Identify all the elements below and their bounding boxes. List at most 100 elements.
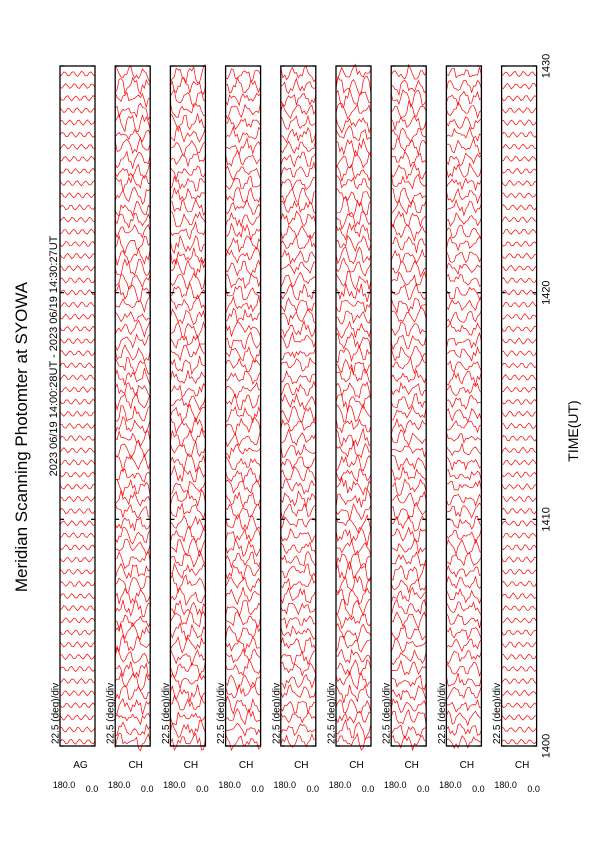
trace-line <box>59 592 96 599</box>
trace-line <box>446 162 482 179</box>
trace-line <box>501 689 537 697</box>
trace-line <box>280 528 317 544</box>
channel-label: CH <box>239 760 253 771</box>
trace-line <box>59 313 96 320</box>
trace-line <box>115 550 151 570</box>
trace-line <box>280 65 317 83</box>
trace-line <box>114 562 151 580</box>
trace-line <box>59 398 96 405</box>
y-tick-label: 180.0 <box>108 780 131 790</box>
trace-line <box>59 726 96 733</box>
trace-line <box>446 686 482 701</box>
channel-label: CH <box>460 760 474 771</box>
y-tick-label: 180.0 <box>274 780 297 790</box>
trace-line <box>335 427 372 448</box>
trace-line <box>391 526 427 543</box>
trace-line <box>335 560 372 582</box>
y-tick-label: 0.0 <box>472 784 485 794</box>
trace-line <box>225 443 261 460</box>
trace-line <box>501 70 537 77</box>
trace-line <box>225 259 261 277</box>
trace-line <box>115 478 151 497</box>
trace-line <box>225 307 261 323</box>
trace-line <box>170 480 206 495</box>
trace-line <box>170 621 206 642</box>
trace-line <box>170 648 206 667</box>
trace-line <box>170 294 206 312</box>
trace-line <box>170 515 206 531</box>
y-tick-label: 180.0 <box>163 780 186 790</box>
trace-line <box>335 440 372 459</box>
trace-line <box>335 332 372 351</box>
y-tick-label: 180.0 <box>439 780 462 790</box>
trace-line <box>335 587 372 606</box>
trace-line <box>170 719 206 738</box>
trace-line <box>446 516 482 530</box>
trace-line <box>225 346 261 364</box>
trace-line <box>446 236 482 252</box>
trace-line <box>225 405 261 424</box>
trace-line <box>280 235 317 250</box>
trace-line <box>335 63 372 84</box>
trace-line <box>280 319 317 339</box>
trace-line <box>501 313 537 320</box>
trace-line <box>446 298 482 312</box>
panel-8: 22.5 (deg)/div 180.0 0.0 CH <box>437 65 485 794</box>
trace-line <box>225 165 261 181</box>
y-tick-label: 0.0 <box>251 784 264 794</box>
trace-line <box>59 471 96 478</box>
trace-line <box>280 297 316 313</box>
trace-line <box>390 370 427 384</box>
trace-line <box>115 453 151 473</box>
trace-line <box>114 102 151 121</box>
trace-line <box>170 440 206 458</box>
trace-line <box>170 573 206 594</box>
trace-line <box>59 240 96 248</box>
trace-line <box>280 516 317 530</box>
trace-line <box>114 732 151 752</box>
trace-line <box>170 220 206 241</box>
channel-label: CH <box>349 760 363 771</box>
trace-line <box>225 125 261 144</box>
trace-line <box>59 459 96 466</box>
scale-label: 22.5 (deg)/div <box>51 683 62 744</box>
trace-line <box>391 150 427 168</box>
trace-line <box>59 131 96 138</box>
trace-line <box>335 502 372 521</box>
trace-line <box>390 417 427 435</box>
y-tick-label: 0.0 <box>196 784 209 794</box>
trace-line <box>335 670 372 690</box>
trace-line <box>335 476 372 496</box>
trace-line <box>170 562 206 579</box>
trace-line <box>280 586 317 604</box>
trace-line <box>446 332 482 349</box>
trace-line <box>501 143 537 150</box>
trace-line <box>501 580 537 588</box>
trace-line <box>446 650 482 665</box>
trace-line <box>335 698 372 714</box>
trace-line <box>280 456 317 470</box>
trace-line <box>501 629 537 637</box>
trace-line <box>446 529 482 545</box>
trace-line <box>501 131 537 138</box>
trace-line <box>446 394 482 410</box>
trace-line <box>280 673 317 690</box>
trace-line <box>501 507 537 515</box>
trace-line <box>391 236 427 253</box>
trace-line <box>335 684 372 703</box>
trace-line <box>501 446 537 454</box>
trace-line <box>446 576 482 589</box>
trace-line <box>280 465 317 483</box>
panel-frame <box>335 65 372 747</box>
panel-3: 22.5 (deg)/div 180.0 0.0 CH <box>161 64 209 794</box>
trace-line <box>446 224 482 240</box>
trace-line <box>170 77 206 95</box>
trace-line <box>446 250 482 263</box>
trace-line <box>280 126 317 144</box>
trace-line <box>446 187 482 205</box>
trace-line <box>280 615 316 629</box>
trace-line <box>59 520 96 527</box>
trace-line <box>59 337 96 345</box>
trace-line <box>280 503 317 520</box>
trace-line <box>170 321 206 340</box>
